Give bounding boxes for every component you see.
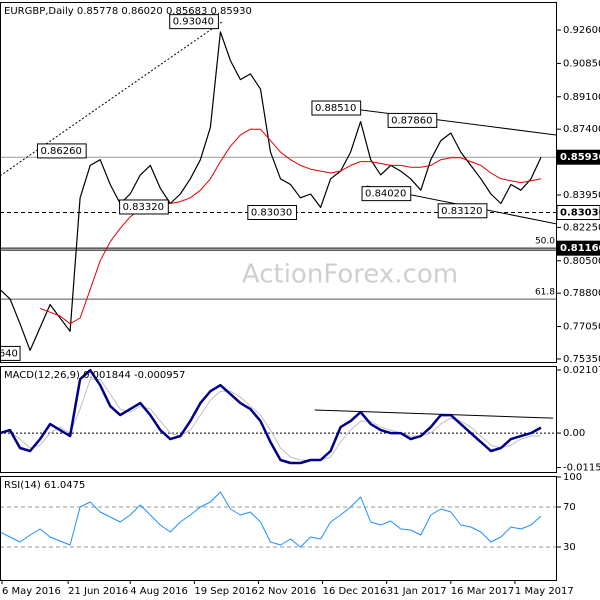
series-line bbox=[0, 378, 542, 461]
annotation-box bbox=[36, 143, 87, 159]
series-line bbox=[0, 491, 542, 548]
y-tick-label: 0.021074 bbox=[563, 365, 600, 376]
price-box bbox=[556, 205, 600, 221]
y-tick-label: 0.00 bbox=[563, 428, 585, 439]
y-tick-label: 30 bbox=[563, 542, 576, 553]
y-tick-label: 70 bbox=[563, 502, 576, 513]
annotation-box bbox=[0, 345, 21, 361]
x-tick-label: 19 Sep 2016 bbox=[194, 586, 257, 597]
annotation-box bbox=[119, 199, 169, 215]
x-tick-label: 16 Dec 2016 bbox=[323, 586, 387, 597]
panel: ActionForex.com 0.93040 0.88510 0.87860 0.86… bbox=[0, 14, 557, 361]
series-line bbox=[39, 128, 542, 325]
price-box-label: 0.81160 bbox=[560, 243, 600, 254]
panel bbox=[0, 368, 557, 465]
price-box bbox=[556, 240, 600, 256]
panel-title: EURGBP,Daily 0.85778 0.86020 0.85683 0.8… bbox=[4, 6, 252, 17]
annotation-label: 0.87860 bbox=[391, 115, 432, 126]
annotation-box bbox=[437, 203, 488, 219]
panel-frame bbox=[0, 476, 557, 581]
annotation-label: 0.83320 bbox=[123, 202, 164, 213]
series-line bbox=[0, 31, 542, 351]
panel-title: RSI(14) 61.0475 bbox=[4, 480, 85, 491]
annotation-label: 0.83030 bbox=[251, 208, 292, 219]
annotation-box bbox=[387, 112, 438, 128]
panel-frame bbox=[0, 2, 557, 363]
panel-title: MACD(12,26,9) 0.001844 -0.000957 bbox=[4, 370, 185, 381]
annotation-label: 640 bbox=[0, 348, 18, 359]
panel-frame bbox=[0, 366, 557, 473]
x-tick-label: 21 Jun 2016 bbox=[68, 586, 128, 597]
x-tick-label: 16 Mar 2017 bbox=[451, 586, 514, 597]
panel bbox=[0, 491, 557, 548]
annotation-label: 0.84020 bbox=[365, 189, 406, 200]
x-tick-label: 6 May 2016 bbox=[2, 586, 61, 597]
series-line bbox=[0, 368, 542, 465]
watermark: ActionForex.com bbox=[242, 260, 458, 290]
annotation-label: 0.86260 bbox=[40, 146, 81, 157]
fib-label: 50.0 bbox=[535, 237, 555, 247]
x-tick-label: 31 Jan 2017 bbox=[387, 586, 447, 597]
annotation-box bbox=[361, 186, 412, 202]
x-tick-label: 2 Nov 2016 bbox=[258, 586, 316, 597]
trend-line bbox=[314, 409, 554, 419]
fib-label: 61.8 bbox=[535, 288, 555, 298]
x-tick-label: 4 Aug 2016 bbox=[130, 586, 188, 597]
annotation-label: 0.93040 bbox=[173, 17, 214, 28]
y-tick-label: 100 bbox=[563, 472, 582, 483]
annotation-box bbox=[247, 205, 298, 221]
price-box-label: 0.83030 bbox=[560, 208, 600, 219]
annotation-label: 0.83120 bbox=[441, 206, 482, 217]
y-tick-label: -0.011507 bbox=[563, 463, 600, 474]
price-box bbox=[556, 149, 600, 165]
price-box-label: 0.85930 bbox=[560, 152, 600, 163]
annotation-box bbox=[311, 100, 362, 116]
annotation-box bbox=[169, 14, 219, 30]
annotation-label: 0.88510 bbox=[315, 103, 356, 114]
x-tick-label: 1 May 2017 bbox=[515, 586, 574, 597]
